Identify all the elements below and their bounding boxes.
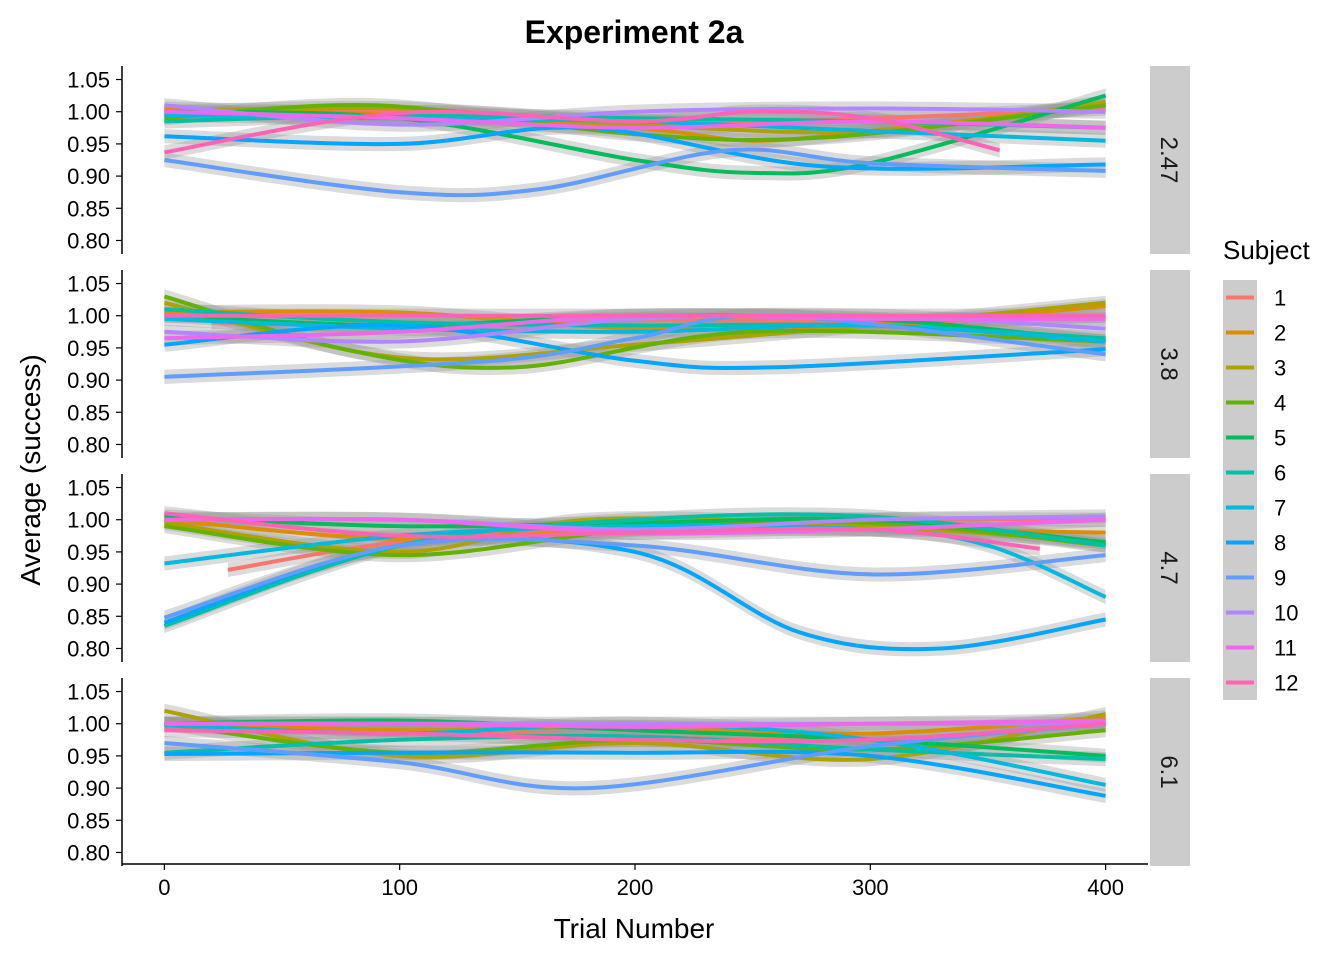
confidence-band (164, 289, 1106, 376)
series-line-subject-7 (164, 523, 1107, 599)
legend-title: Subject (1223, 235, 1310, 265)
y-tick-label: 1.00 (67, 508, 110, 533)
legend-label: 11 (1274, 636, 1297, 661)
legend-item: 1 (1226, 286, 1286, 311)
legend-label: 8 (1274, 531, 1286, 556)
facet-strip (1150, 66, 1190, 254)
facet-panel: 0.80 0.85 0.90 0.95 1.00 1.05 3.8 (67, 270, 1190, 458)
series-line-subject-12 (164, 109, 1001, 155)
y-tick-label: 0.80 (67, 840, 110, 865)
x-tick-label: 300 (852, 875, 889, 900)
facet-panel: 0.80 0.85 0.90 0.95 1.00 1.05 2.47 (67, 66, 1190, 254)
x-axis-title: Trial Number (554, 913, 715, 944)
legend-label: 3 (1274, 356, 1286, 381)
legend-label: 12 (1274, 671, 1298, 696)
facet-strip (1150, 474, 1190, 662)
facet-strip (1150, 270, 1190, 458)
facet-panel: 0.80 0.85 0.90 0.95 1.00 1.05 6.1 (67, 678, 1190, 866)
legend-item: 11 (1226, 636, 1297, 661)
legend-key-background (1223, 280, 1257, 700)
legend-item: 12 (1226, 671, 1298, 696)
legend-item: 7 (1226, 496, 1286, 521)
y-tick-label: 0.85 (67, 400, 110, 425)
series-line-subject-11 (164, 718, 1106, 729)
facet-strip (1150, 678, 1190, 866)
legend-label: 4 (1274, 391, 1286, 416)
legend-item: 3 (1226, 356, 1286, 381)
confidence-band (164, 531, 1106, 657)
y-axis-title: Average (success) (15, 354, 46, 585)
series-line-subject-8 (164, 323, 1106, 371)
y-tick-label: 0.95 (67, 540, 110, 565)
series-line-subject-11 (164, 109, 1106, 130)
facet-strip-label: 2.47 (1155, 137, 1182, 184)
y-tick-label: 0.90 (67, 164, 110, 189)
legend-item: 4 (1226, 391, 1286, 416)
y-tick-label: 0.95 (67, 336, 110, 361)
y-tick-label: 0.95 (67, 744, 110, 769)
facet-strip-label: 4.7 (1155, 551, 1182, 584)
facet-strip-label: 3.8 (1155, 347, 1182, 380)
legend-item: 9 (1226, 566, 1286, 591)
legend-item: 6 (1226, 461, 1286, 486)
confidence-band (164, 142, 1106, 203)
legend-item: 5 (1226, 426, 1286, 451)
y-tick-label: 0.85 (67, 808, 110, 833)
legend-item: 2 (1226, 321, 1286, 346)
y-tick-label: 0.85 (67, 604, 110, 629)
y-tick-label: 1.05 (67, 476, 110, 501)
series-line-subject-7 (164, 316, 1106, 344)
legend-item: 10 (1226, 601, 1298, 626)
y-tick-label: 0.85 (67, 196, 110, 221)
y-tick-label: 0.90 (67, 572, 110, 597)
y-tick-label: 1.00 (67, 712, 110, 737)
series-line-subject-10 (164, 103, 1106, 127)
legend-label: 10 (1274, 601, 1298, 626)
series-line-subject-9 (164, 313, 1106, 379)
series-line-subject-12 (164, 511, 1041, 551)
series-line-subject-9 (164, 147, 1106, 198)
y-tick-label: 1.00 (67, 304, 110, 329)
x-tick-label: 100 (381, 875, 418, 900)
legend-label: 9 (1274, 566, 1286, 591)
legend-label: 5 (1274, 426, 1286, 451)
y-tick-label: 0.80 (67, 228, 110, 253)
x-tick-label: 200 (617, 875, 654, 900)
y-tick-label: 1.05 (67, 68, 110, 93)
y-tick-label: 0.80 (67, 432, 110, 457)
y-tick-label: 1.00 (67, 100, 110, 125)
series-line-subject-6 (163, 512, 1106, 628)
legend-label: 2 (1274, 321, 1286, 346)
series-line-subject-9 (163, 536, 1106, 620)
x-axis: 0 100 200 300 400 (122, 863, 1148, 900)
legend-label: 1 (1274, 286, 1286, 311)
legend-label: 6 (1274, 461, 1286, 486)
legend-item: 8 (1226, 531, 1286, 556)
facet-strip-label: 6.1 (1155, 755, 1182, 788)
y-tick-label: 1.05 (67, 680, 110, 705)
series-line-subject-12 (164, 721, 1106, 744)
legend-label: 7 (1274, 496, 1286, 521)
y-tick-label: 0.95 (67, 132, 110, 157)
y-tick-label: 0.80 (67, 636, 110, 661)
x-tick-label: 0 (158, 875, 170, 900)
series-line-subject-5 (164, 718, 1106, 758)
chart-title: Experiment 2a (525, 14, 744, 50)
y-tick-label: 0.90 (67, 776, 110, 801)
y-tick-label: 1.05 (67, 272, 110, 297)
y-tick-label: 0.90 (67, 368, 110, 393)
facet-panel: 0.80 0.85 0.90 0.95 1.00 1.05 4.7 (67, 474, 1190, 662)
facet-panels: 0.80 0.85 0.90 0.95 1.00 1.05 2.47 0.80 0.85 0.90… (67, 66, 1190, 866)
x-tick-label: 400 (1087, 875, 1124, 900)
